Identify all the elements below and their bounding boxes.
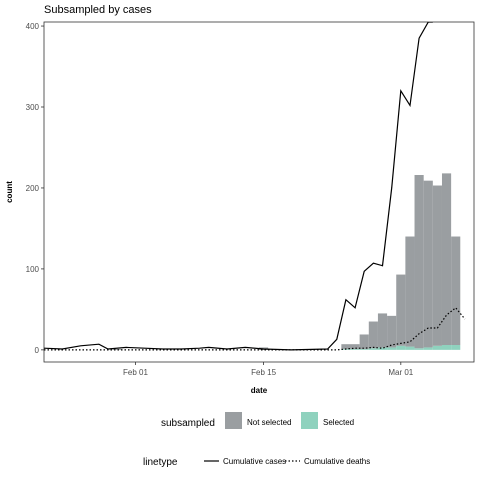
bar-selected <box>387 347 397 350</box>
y-tick-label: 300 <box>26 103 40 112</box>
legend-swatch-selected <box>301 412 318 429</box>
legend-label-cumulative-deaths: Cumulative deaths <box>304 457 370 466</box>
bar-not-selected <box>414 175 424 349</box>
y-tick-label: 200 <box>26 184 40 193</box>
bar-selected <box>368 348 378 350</box>
bar-selected <box>451 345 461 350</box>
lines-layer <box>44 22 466 351</box>
x-tick-label: Feb 15 <box>251 368 276 377</box>
bar-selected <box>414 348 424 350</box>
bar-not-selected <box>387 315 397 348</box>
bar-not-selected <box>377 313 388 348</box>
bar-selected <box>441 345 452 350</box>
bar-not-selected <box>423 180 433 348</box>
x-axis: Feb 01 Feb 15 Mar 01 <box>123 362 414 377</box>
bar-selected <box>377 347 388 350</box>
bar-selected <box>432 345 442 350</box>
y-tick-label: 0 <box>35 346 40 355</box>
bar-not-selected <box>432 185 442 346</box>
bar-not-selected <box>112 349 122 350</box>
bar-not-selected <box>350 344 360 350</box>
bar-not-selected <box>405 236 415 347</box>
fill-legend-title: subsampled <box>161 418 215 429</box>
bar-not-selected <box>359 334 369 350</box>
y-tick-label: 400 <box>26 22 40 31</box>
bar-selected <box>359 349 369 350</box>
fill-legend: subsampled Not selected Selected <box>161 412 354 429</box>
bar-selected <box>396 345 406 350</box>
legend-swatch-not-selected <box>225 412 242 429</box>
bar-not-selected <box>396 274 406 346</box>
bar-not-selected <box>341 344 351 350</box>
linetype-legend: linetype Cumulative cases Cumulative dea… <box>143 457 370 468</box>
y-axis-title: count <box>5 181 14 203</box>
x-tick-label: Mar 01 <box>388 368 413 377</box>
bar-not-selected <box>451 236 461 345</box>
y-tick-label: 100 <box>26 265 40 274</box>
bar-selected <box>405 346 415 350</box>
chart-title: Subsampled by cases <box>44 4 152 16</box>
x-axis-title: date <box>251 386 268 395</box>
x-tick-label: Feb 01 <box>123 368 148 377</box>
bar-selected <box>350 349 360 350</box>
bar-not-selected <box>441 173 452 345</box>
line-cumulative-cases <box>44 22 433 351</box>
legend-label-cumulative-cases: Cumulative cases <box>223 457 286 466</box>
bar-not-selected <box>368 321 378 349</box>
legend-label-selected: Selected <box>323 418 354 427</box>
legend-label-not-selected: Not selected <box>247 418 291 427</box>
linetype-legend-title: linetype <box>143 457 178 468</box>
bar-selected <box>423 347 433 350</box>
bars-layer <box>112 173 461 350</box>
y-axis: 0 100 200 300 400 <box>26 22 44 355</box>
